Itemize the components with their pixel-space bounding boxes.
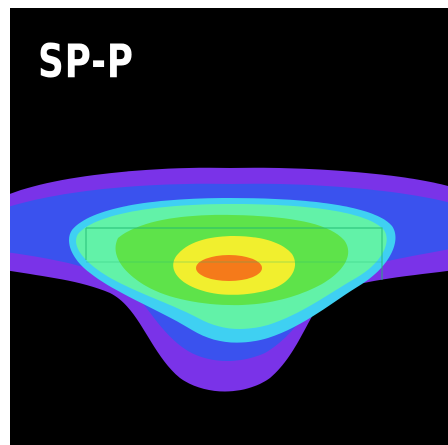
figure-title: SP-P	[38, 34, 134, 88]
inner-box-outline	[85, 227, 383, 280]
contour-panel: SP-P	[10, 8, 448, 445]
contour-plot	[10, 167, 448, 392]
contour-orange-center	[196, 255, 262, 281]
